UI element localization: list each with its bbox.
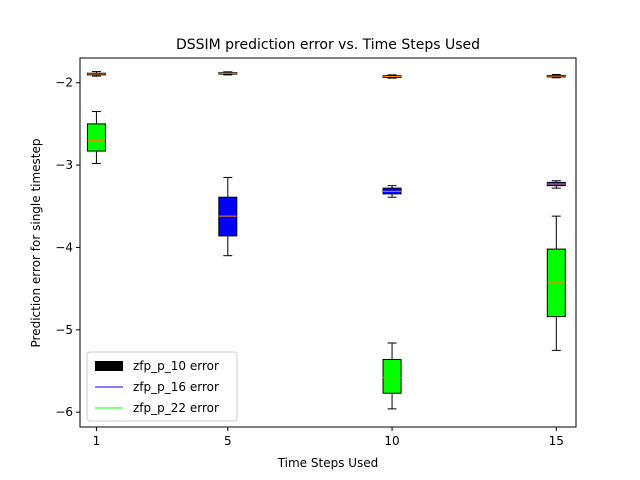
legend-label-1: zfp_p_16 error xyxy=(133,380,219,394)
legend-frame xyxy=(86,351,238,422)
y-tick-label: −3 xyxy=(55,158,73,172)
series2-box1-box xyxy=(382,358,402,394)
legend-label-2: zfp_p_22 error xyxy=(133,401,219,415)
x-tick-label: 1 xyxy=(93,434,101,448)
legend-label-0: zfp_p_10 error xyxy=(133,359,219,373)
y-tick-label: −5 xyxy=(55,323,73,337)
x-tick-label: 5 xyxy=(224,434,232,448)
legend: zfp_p_10 error zfp_p_16 error zfp_p_22 err… xyxy=(86,351,238,422)
x-tick-label: 15 xyxy=(549,434,564,448)
x-tick-label: 10 xyxy=(384,434,399,448)
legend-swatch-0 xyxy=(95,361,123,371)
x-axis-label: Time Steps Used xyxy=(277,456,379,470)
plot-area: −2−3−4−5−61 5 10 15 xyxy=(55,57,577,448)
y-tick-label: −4 xyxy=(55,240,73,254)
y-tick-label: −6 xyxy=(55,405,73,419)
y-tick-label: −2 xyxy=(55,76,73,90)
y-axis-label: Prediction error for single timestep xyxy=(29,138,43,347)
series2-box0-box xyxy=(86,123,106,152)
chart-title: DSSIM prediction error vs. Time Steps Us… xyxy=(176,37,480,53)
axes-frame xyxy=(79,57,577,428)
